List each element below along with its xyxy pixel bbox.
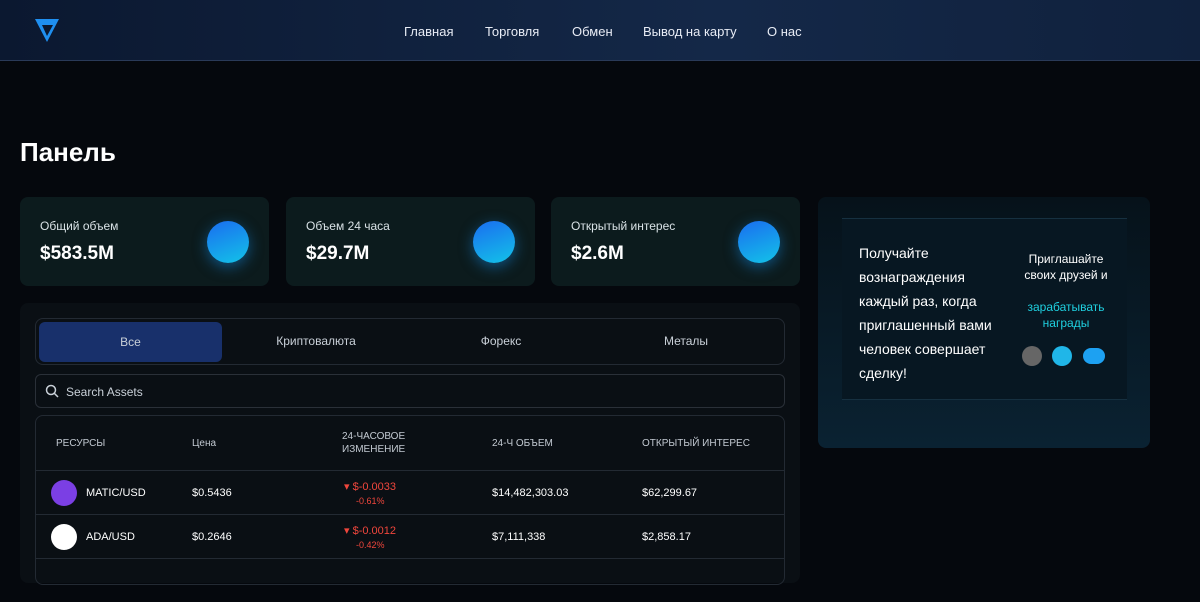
stat-card: Открытый интерес $2.6M [551, 197, 800, 286]
stat-icon [473, 221, 515, 263]
nav-link[interactable]: Торговля [485, 24, 540, 39]
telegram-button[interactable] [1052, 346, 1072, 366]
nav-link[interactable]: Обмен [572, 24, 613, 39]
referral-panel: Получайте вознаграждения каждый раз, ког… [818, 197, 1150, 448]
referral-box: Получайте вознаграждения каждый раз, ког… [842, 218, 1127, 400]
tab-active[interactable]: Все [39, 322, 222, 362]
stat-label: Общий объем [40, 219, 119, 233]
change-value: $-0.0012 [352, 525, 397, 537]
tab[interactable]: Форекс [480, 334, 522, 348]
column-header[interactable]: 24-ЧАСОВОЕ ИЗМЕНЕНИЕ [342, 431, 406, 455]
search-placeholder: Search Assets [66, 385, 143, 399]
nav-link[interactable]: Вывод на карту [643, 24, 737, 39]
app: Главная Торговля Обмен Вывод на карту О … [0, 0, 1200, 585]
tab-bar: Все Криптовалюта Форекс Металы [35, 318, 785, 365]
search-icon [45, 384, 59, 398]
change: ▾ $-0.0033 [344, 481, 397, 493]
twitter-button[interactable] [1083, 348, 1105, 364]
page: {"nav": {"items": ["Главная", "Торговля"… [0, 0, 1200, 585]
nav-link[interactable]: О нас [767, 24, 802, 39]
volume: $14,482,303.03 [492, 487, 569, 499]
stat-value: $583.5M [40, 243, 114, 264]
column-header: Цена [192, 438, 217, 449]
stat-icon [207, 221, 249, 263]
navbar: Главная Торговля Обмен Вывод на карту О … [0, 0, 1200, 61]
stat-value: $2.6M [571, 243, 624, 264]
stat-value: $29.7M [306, 243, 370, 264]
page-title: Панель [20, 137, 116, 167]
copy-button[interactable] [1022, 346, 1042, 366]
volume: $7,111,338 [492, 531, 546, 543]
column-header: РЕСУРСЫ [56, 438, 106, 449]
change: ▾ $-0.0012 [344, 525, 397, 537]
open-interest: $62,299.67 [642, 487, 698, 499]
asset-name: MATIC/USD [86, 487, 146, 499]
table-row[interactable]: MATIC/USD $0.5436 ▾ $-0.0033 -0.61% $14,… [36, 470, 784, 514]
tab[interactable]: Криптовалюта [276, 334, 356, 348]
stat-card: Объем 24 часа $29.7M [286, 197, 535, 286]
invite-link[interactable]: зарабатывать награды [1027, 300, 1105, 330]
column-header[interactable]: 24-Ч ОБЪЕМ [492, 438, 553, 449]
tab[interactable]: Металы [663, 334, 709, 348]
referral-text: Получайте вознаграждения каждый раз, ког… [859, 245, 992, 381]
logo[interactable] [33, 16, 61, 44]
change-percent: -0.42% [356, 540, 385, 550]
table-row[interactable] [36, 558, 784, 602]
stat-card: Общий объем $583.5M [20, 197, 269, 286]
price: $0.2646 [192, 531, 232, 543]
change-value: $-0.0033 [352, 481, 397, 493]
assets-table: РЕСУРСЫ Цена 24-ЧАСОВОЕ ИЗМЕНЕНИЕ 24-Ч О… [35, 415, 785, 585]
change-percent: -0.61% [356, 496, 385, 506]
asset-icon [51, 524, 77, 550]
stat-label: Открытый интерес [571, 219, 676, 233]
open-interest: $2,858.17 [642, 531, 691, 543]
stat-icon [738, 221, 780, 263]
table-row[interactable]: ADA/USD $0.2646 ▾ $-0.0012 -0.42% $7,111… [36, 514, 784, 558]
stat-label: Объем 24 часа [306, 219, 390, 233]
price: $0.5436 [192, 487, 232, 499]
column-header[interactable]: ОТКРЫТЫЙ ИНТЕРЕС [642, 438, 750, 449]
search-box[interactable]: Search Assets [35, 374, 785, 408]
nav-link[interactable]: Главная [404, 24, 454, 39]
invite-text: Приглашайте своих друзей и [1024, 252, 1108, 282]
asset-name: ADA/USD [86, 531, 135, 543]
asset-icon [51, 480, 77, 506]
